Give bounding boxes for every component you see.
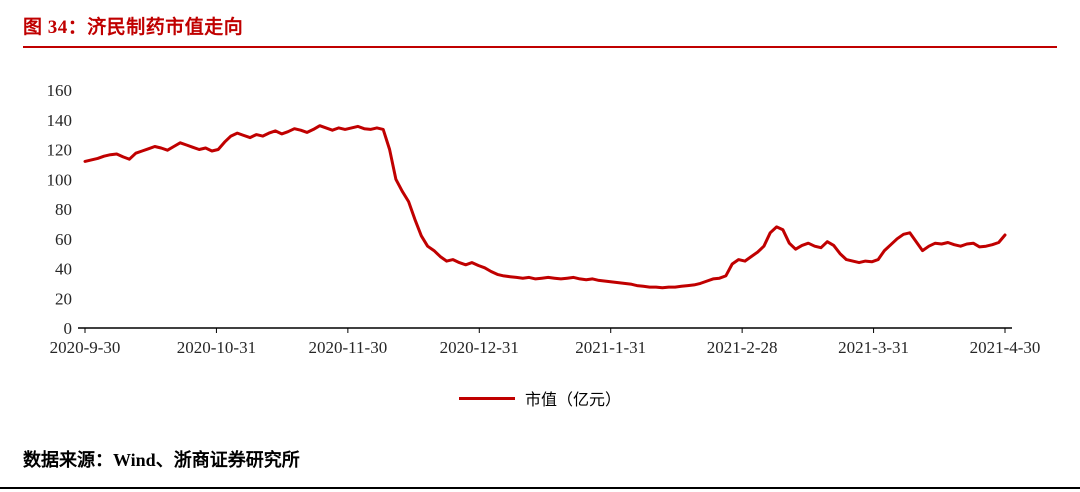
y-axis-label: 60 bbox=[55, 230, 72, 249]
y-axis-label: 20 bbox=[55, 289, 72, 308]
y-axis-label: 0 bbox=[64, 319, 73, 338]
chart-canvas: 0 20 40 60 80 100 120 140 160 2020-9-30 2020-10-3… bbox=[47, 81, 1041, 357]
legend-label: 市值（亿元） bbox=[524, 392, 621, 409]
market-cap-chart: 0 20 40 60 80 100 120 140 160 2020-9-30 2020-10-3… bbox=[0, 60, 1080, 380]
y-axis-label: 100 bbox=[47, 170, 73, 189]
x-axis-label: 2020-10-31 bbox=[177, 338, 256, 357]
title-underline bbox=[23, 46, 1057, 48]
bottom-divider bbox=[0, 487, 1080, 489]
x-axis-label: 2021-3-31 bbox=[838, 338, 909, 357]
x-axis-label: 2021-2-28 bbox=[707, 338, 778, 357]
y-axis-label: 40 bbox=[55, 260, 72, 279]
chart-legend: 市值（亿元） bbox=[0, 386, 1080, 410]
figure-title: 图 34：济民制药市值走向 bbox=[23, 17, 244, 38]
x-axis-labels: 2020-9-30 2020-10-31 2020-11-30 2020-12-31 2… bbox=[50, 338, 1041, 357]
x-axis-label: 2021-4-30 bbox=[970, 338, 1041, 357]
market-cap-trend-line bbox=[83, 124, 1007, 290]
y-axis-label: 140 bbox=[47, 111, 73, 130]
x-axis-label: 2020-11-30 bbox=[309, 338, 388, 357]
y-axis-labels: 0 20 40 60 80 100 120 140 160 bbox=[47, 81, 73, 338]
x-axis-label: 2020-9-30 bbox=[50, 338, 121, 357]
legend-line-swatch bbox=[458, 396, 515, 400]
y-axis-label: 160 bbox=[47, 81, 73, 100]
y-axis-label: 80 bbox=[55, 200, 72, 219]
x-axis-label: 2021-1-31 bbox=[575, 338, 646, 357]
data-source: 数据来源：Wind、浙商证券研究所 bbox=[23, 450, 300, 470]
x-axis-ticks bbox=[84, 328, 1006, 333]
y-axis-label: 120 bbox=[47, 141, 73, 160]
x-axis-label: 2020-12-31 bbox=[440, 338, 519, 357]
